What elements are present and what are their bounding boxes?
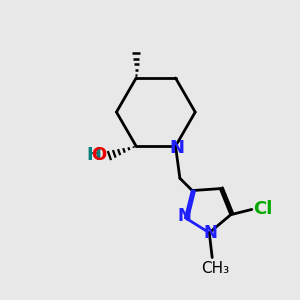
Text: CH₃: CH₃: [201, 261, 229, 276]
Text: Cl: Cl: [253, 200, 273, 218]
Text: H: H: [87, 146, 102, 164]
Text: N: N: [169, 139, 184, 157]
Text: N: N: [204, 224, 218, 242]
Text: N: N: [177, 207, 191, 225]
Text: O: O: [91, 146, 106, 164]
